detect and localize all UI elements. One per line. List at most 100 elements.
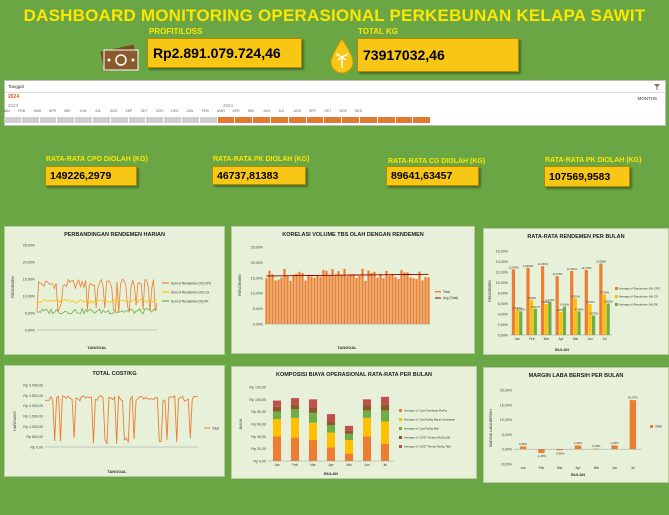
timeline-month-label: MAR <box>217 109 225 113</box>
chart-total-cost-plot: Rp 3.000,00 Rp 2.500,00 Rp 2.000,00 Rp 1.50… <box>13 384 219 475</box>
timeline-month-label: SEP <box>125 109 133 113</box>
y-axis-title: RENDEMEN <box>488 280 492 302</box>
y-tick: Rp 100,00 <box>249 398 266 402</box>
y-tick: Rp 3.000,00 <box>23 384 43 388</box>
timeline-month-cell[interactable] <box>75 117 93 123</box>
bar <box>530 299 534 335</box>
timeline-month-label: JUN <box>79 109 87 113</box>
timeline-month-cell[interactable] <box>324 117 343 123</box>
chart-total-cost[interactable]: TOTAL COST/KG Rp 3.000,00 Rp 2.500,00 Rp 2… <box>4 365 225 477</box>
timeline-month-cell[interactable] <box>395 117 414 123</box>
bar <box>283 268 286 324</box>
y-tick: -5,00% <box>501 463 513 467</box>
timeline-month-cell[interactable] <box>146 117 165 123</box>
bar <box>379 273 382 324</box>
y-tick: 5,00% <box>25 312 36 316</box>
timeline-month-label: DES <box>171 109 179 113</box>
data-label: 5,856% <box>542 300 551 304</box>
timeline-month-cell[interactable] <box>253 117 271 123</box>
timeline-selected-label: 2024 <box>8 94 20 100</box>
bar-segment <box>290 437 300 461</box>
y-tick: Rp 2.000,00 <box>23 404 43 408</box>
data-label: 0,18% <box>592 444 601 448</box>
chart-margin[interactable]: MARGIN LABA BERSIH PER BULAN 20,00% 15,00… <box>483 367 669 483</box>
timeline-month-cell[interactable] <box>342 117 360 123</box>
timeline-month-cell[interactable] <box>110 117 129 123</box>
legend-label: Average of Cost Rp/kg Ball <box>404 427 439 431</box>
timeline-month-cell[interactable] <box>21 117 40 123</box>
avg-cg-value: 89641,63457 <box>386 166 479 186</box>
series-line <box>36 307 158 315</box>
bar <box>540 266 545 335</box>
chart-komposisi[interactable]: KOMPOSISI BIAYA OPERASIONAL RATA-RATA PE… <box>231 366 477 479</box>
chart-title: MARGIN LABA BERSIH PER BULAN <box>528 373 624 379</box>
timeline-bar[interactable] <box>4 117 432 123</box>
bar <box>340 275 343 324</box>
timeline-month-cell[interactable] <box>377 117 396 123</box>
x-tick: Jun <box>612 466 617 470</box>
bar <box>325 270 328 324</box>
timeline-month-label: DES <box>354 109 363 113</box>
timeline-month-cell[interactable] <box>306 117 325 123</box>
bar <box>394 277 397 324</box>
timeline-month-cell[interactable] <box>92 117 111 123</box>
legend-label: Total <box>655 425 662 429</box>
x-tick: Jul <box>383 463 387 467</box>
y-tick: Rp 40,00 <box>251 435 266 439</box>
timeline-month-cell[interactable] <box>4 117 22 123</box>
timeline-month-cell[interactable] <box>39 117 58 123</box>
timeline-month-cell[interactable] <box>413 117 432 123</box>
x-tick: Mei <box>346 463 351 467</box>
chart-korelasi[interactable]: KORELASI VOLUME TBS OLAH DENGAN RENDEMEN… <box>231 226 475 354</box>
data-label: 6,975% <box>571 294 580 298</box>
timeline-month-cell[interactable] <box>270 117 289 123</box>
bar-segment <box>326 421 336 426</box>
legend-label: Average of Rendemen (%) PK <box>619 303 658 307</box>
chart-korelasi-plot: 25,00% 20,00% 15,00% 10,00% 5,00% 0,00% RENDEM… <box>238 246 458 351</box>
chart-title: TOTAL COST/KG <box>92 371 137 377</box>
bar <box>406 272 409 324</box>
x-tick: Mar <box>310 463 316 467</box>
timeline-month-label: APR <box>232 109 240 113</box>
bar <box>593 448 600 450</box>
legend-label: Sum of Rendemen (%) CPO <box>171 282 212 286</box>
profit-label: PROFIT/LOSS <box>149 27 203 36</box>
data-label: 6,693% <box>527 296 536 300</box>
bar <box>292 274 295 324</box>
timeline-month-cell[interactable] <box>57 117 76 123</box>
data-label: 5,418% <box>560 303 569 307</box>
bar-segment <box>362 436 372 461</box>
x-tick: Mar <box>544 337 550 341</box>
y-tick: 0,00% <box>502 448 513 452</box>
timeline-month-cell[interactable] <box>235 117 254 123</box>
bar <box>265 278 268 324</box>
timeline-month-cell[interactable] <box>164 117 182 123</box>
y-tick: 25,00% <box>23 244 36 248</box>
bar <box>388 275 391 324</box>
bar <box>349 274 352 324</box>
bar <box>271 274 274 324</box>
timeline-month-label: JUN <box>263 109 270 113</box>
timeline-month-cell[interactable] <box>217 117 236 123</box>
bar <box>367 270 370 324</box>
timeline-range-selector[interactable]: MONTHS <box>637 96 658 101</box>
avg-pk-label: RATA-RATA PK DIOLAH (KG) <box>213 156 310 163</box>
timeline-month-cell[interactable] <box>288 117 307 123</box>
chart-rendemen-bulan[interactable]: RATA-RATA RENDEMEN PER BULAN 16,00% 14,00… <box>483 228 669 355</box>
bar-segment <box>380 396 390 405</box>
y-tick: Rp 60,00 <box>251 423 266 427</box>
data-label: -0,36% <box>555 451 565 455</box>
bar <box>319 276 322 324</box>
timeline-month-cell[interactable] <box>181 117 200 123</box>
x-tick: Apr <box>329 463 335 467</box>
timeline-month-cell[interactable] <box>128 117 147 123</box>
timeline-month-cell[interactable] <box>199 117 218 123</box>
bar <box>382 278 385 324</box>
chart-rendemen-harian[interactable]: PERBANDINGAN RENDEMEN HARIAN 25,00% 20,00… <box>4 226 225 355</box>
timeline-month-cell[interactable] <box>359 117 378 123</box>
avg-cpo-label: RATA-RATA CPO DIOLAH (KG) <box>46 156 148 163</box>
bar <box>427 277 430 324</box>
clear-filter-icon[interactable] <box>653 83 661 91</box>
y-tick: 4,00% <box>498 313 509 317</box>
x-axis-title: BULAN <box>555 347 569 352</box>
